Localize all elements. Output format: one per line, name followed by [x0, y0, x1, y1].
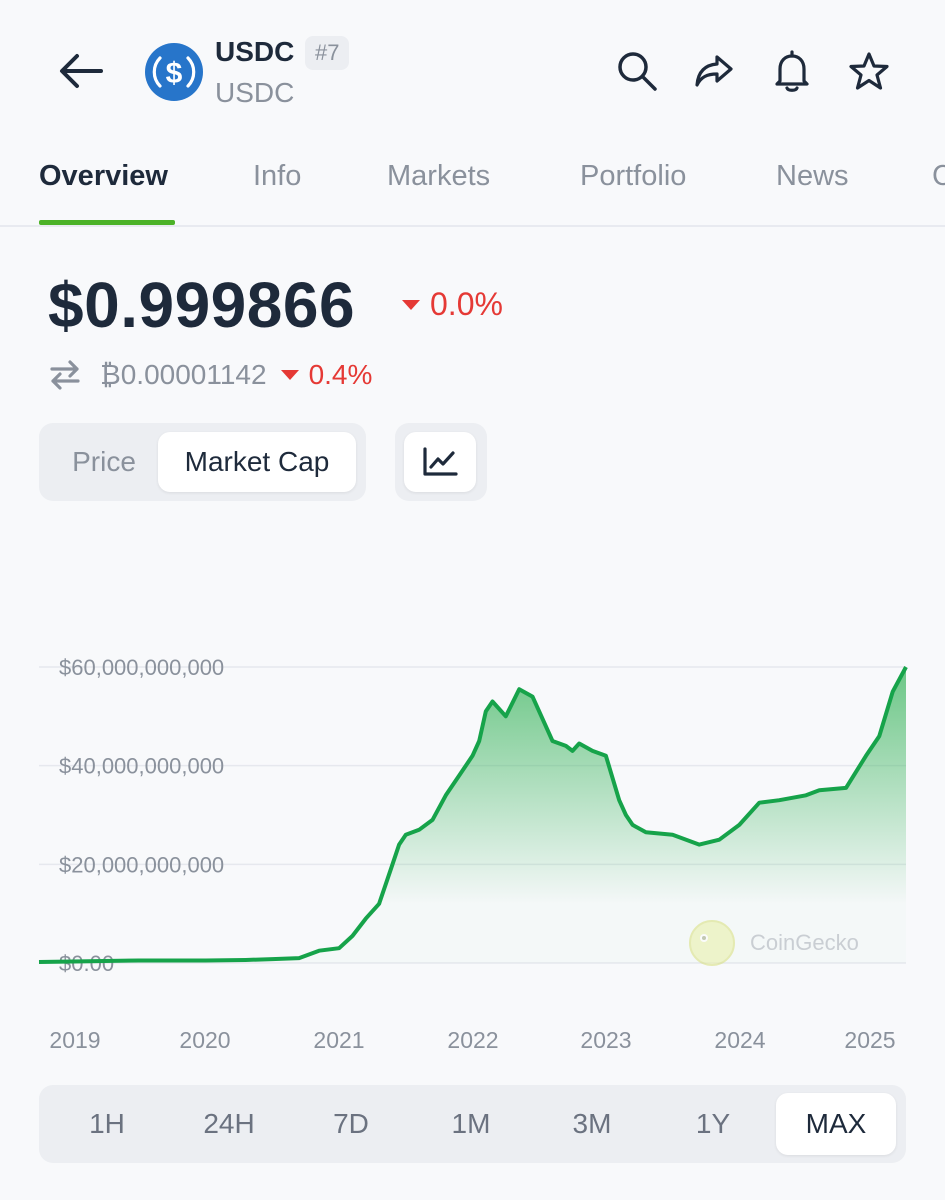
chart-series-line	[38, 666, 908, 964]
y-tick-label: $20,000,000,000	[59, 852, 224, 877]
price-change-value: 0.0%	[430, 286, 503, 322]
search-icon	[618, 52, 657, 91]
favorite-button[interactable]	[846, 48, 892, 94]
tab-truncated[interactable]: C	[932, 160, 945, 193]
x-tick-label: 2025	[844, 1027, 895, 1053]
active-tab-indicator	[39, 220, 175, 225]
header: $ USDC #7 USDC	[0, 0, 945, 140]
time-range-selector: 1H 24H 7D 1M 3M 1Y MAX	[39, 1085, 906, 1163]
x-tick-label: 2023	[580, 1027, 631, 1053]
arrow-left-icon	[60, 54, 103, 88]
range-24h[interactable]: 24H	[203, 1108, 255, 1139]
share-icon	[695, 55, 733, 87]
chart-area-fill	[39, 667, 906, 963]
tab-portfolio[interactable]: Portfolio	[580, 160, 687, 192]
tab-markets[interactable]: Markets	[387, 160, 491, 192]
range-1y[interactable]: 1Y	[695, 1108, 731, 1139]
chart-metric-toggle: Price Market Cap	[39, 423, 366, 501]
star-icon	[849, 52, 889, 90]
price-change-24h: 0.0%	[402, 286, 503, 323]
range-1h[interactable]: 1H	[89, 1108, 125, 1139]
btc-change: 0.4%	[280, 359, 373, 391]
x-tick-label: 2021	[313, 1027, 364, 1053]
coin-symbol: USDC	[215, 77, 295, 108]
share-button[interactable]	[691, 48, 737, 94]
y-tick-label: $40,000,000,000	[59, 754, 224, 779]
search-button[interactable]	[614, 48, 660, 94]
coin-name: USDC	[215, 36, 295, 67]
x-tick-label: 2019	[49, 1027, 100, 1053]
bell-icon	[775, 50, 809, 92]
watermark-text: CoinGecko	[750, 930, 859, 955]
tab-news[interactable]: News	[776, 160, 849, 192]
y-tick-label: $60,000,000,000	[59, 655, 224, 680]
range-1m[interactable]: 1M	[451, 1108, 491, 1139]
price-usd: $0.999866	[48, 269, 356, 341]
back-button[interactable]	[52, 46, 110, 96]
btc-price-row: ₿0.00001142 0.4%	[48, 356, 372, 394]
caret-down-icon	[280, 370, 299, 380]
market-cap-toggle[interactable]: Market Cap	[158, 432, 356, 492]
x-tick-label: 2020	[179, 1027, 230, 1053]
gecko-logo-icon	[689, 920, 735, 966]
range-3m[interactable]: 3M	[572, 1108, 612, 1139]
swap-icon[interactable]	[48, 358, 82, 392]
tab-info[interactable]: Info	[253, 160, 302, 192]
usdc-logo: $	[145, 43, 203, 101]
price-toggle[interactable]: Price	[72, 446, 136, 477]
btc-change-value: 0.4%	[308, 359, 373, 390]
chart-type-button[interactable]	[404, 432, 476, 492]
alert-button[interactable]	[769, 48, 815, 94]
x-tick-label: 2024	[714, 1027, 765, 1053]
rank-badge: #7	[305, 36, 350, 70]
price-btc: ₿0.00001142	[100, 359, 267, 390]
caret-down-icon	[402, 299, 420, 310]
x-tick-label: 2022	[447, 1027, 498, 1053]
tab-bar: Overview Info Markets Portfolio News C	[0, 140, 945, 227]
line-chart-icon	[423, 447, 458, 476]
range-7d[interactable]: 7D	[333, 1108, 369, 1139]
market-cap-chart[interactable]: $0.00$20,000,000,000$40,000,000,000$60,0…	[0, 630, 945, 1060]
tab-overview[interactable]: Overview	[39, 160, 168, 192]
chart-type-toggle	[395, 423, 487, 501]
coingecko-watermark: CoinGecko	[689, 920, 859, 966]
svg-text:$: $	[166, 57, 183, 90]
range-max[interactable]: MAX	[776, 1093, 896, 1155]
